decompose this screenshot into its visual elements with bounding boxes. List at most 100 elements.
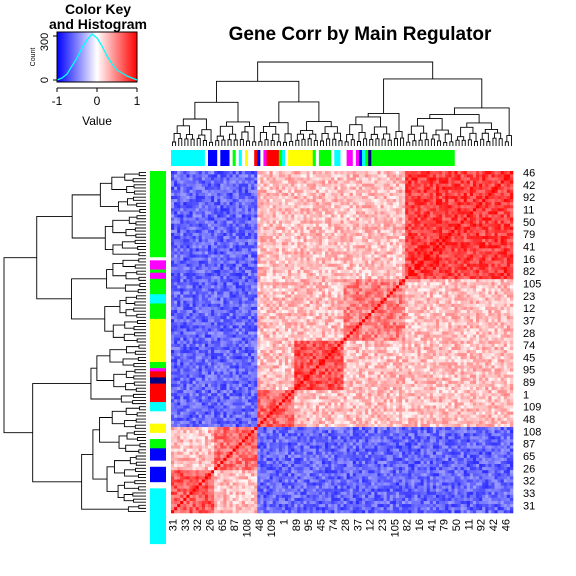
heatmap-cell	[349, 386, 354, 391]
heatmap-cell	[260, 420, 264, 424]
heatmap-cell	[223, 405, 227, 409]
heatmap-cell	[346, 405, 350, 409]
heatmap-cell	[171, 414, 175, 418]
heatmap-cell	[291, 405, 295, 409]
heatmap-cell	[466, 454, 471, 458]
heatmap-cell	[198, 408, 203, 412]
heatmap-cell	[472, 503, 477, 508]
heatmap-cell	[315, 454, 320, 458]
heatmap-cell	[201, 469, 206, 474]
heatmap-cell	[392, 503, 397, 508]
heatmap-cell	[288, 509, 292, 514]
heatmap-cell	[232, 383, 236, 387]
heatmap-cell	[494, 506, 498, 511]
heatmap-cell	[343, 426, 347, 431]
heatmap-cell	[334, 432, 338, 437]
heatmap-cell	[174, 417, 178, 421]
heatmap-cell	[288, 402, 292, 406]
heatmap-cell	[488, 392, 492, 397]
heatmap-cell	[402, 417, 406, 421]
heatmap-cell	[318, 429, 323, 434]
heatmap-cell	[497, 386, 501, 391]
heatmap-cell	[426, 414, 431, 418]
heatmap-cell	[466, 445, 471, 449]
heatmap-cell	[469, 408, 474, 412]
heatmap-cell	[275, 472, 280, 477]
heatmap-cell	[469, 432, 474, 437]
heatmap-cell	[340, 389, 344, 394]
heatmap-cell	[448, 442, 452, 446]
heatmap-cell	[442, 423, 446, 428]
heatmap-cell	[432, 399, 437, 403]
heatmap-cell	[214, 423, 218, 428]
heatmap-cell	[500, 420, 505, 424]
heatmap-cell	[318, 451, 323, 455]
heatmap-cell	[198, 439, 203, 443]
row-dendrogram-branch	[137, 319, 146, 324]
heatmap-cell	[429, 435, 434, 440]
heatmap-cell	[300, 395, 304, 400]
row-dendrogram-branch	[136, 295, 146, 300]
row-dendrogram-branch	[123, 333, 138, 341]
heatmap-cell	[309, 485, 314, 489]
heatmap-cell	[386, 426, 391, 431]
heatmap-cell	[497, 448, 501, 452]
heatmap-cell	[211, 457, 215, 461]
heatmap-cell	[451, 485, 455, 489]
heatmap-cell	[312, 402, 317, 406]
heatmap-cell	[420, 488, 424, 492]
column-side-color-block	[244, 150, 249, 166]
heatmap-cell	[275, 485, 280, 489]
row-dendrogram-branch	[112, 244, 139, 255]
heatmap-cell	[251, 485, 255, 489]
heatmap-cell	[183, 457, 187, 461]
heatmap-cell	[204, 509, 209, 514]
column-dendrogram-branch	[400, 137, 405, 146]
heatmap-cell	[429, 405, 434, 409]
heatmap-cell	[463, 485, 468, 489]
heatmap-cell	[195, 383, 200, 387]
heatmap-cell	[402, 448, 406, 452]
heatmap-cell	[485, 383, 489, 387]
heatmap-cell	[374, 472, 378, 477]
heatmap-cell	[509, 402, 514, 406]
heatmap-cell	[217, 500, 221, 505]
heatmap-cell	[183, 509, 187, 514]
heatmap-cell	[214, 408, 218, 412]
heatmap-cell	[198, 405, 203, 409]
heatmap-cell	[402, 509, 406, 514]
heatmap-cell	[358, 442, 363, 446]
heatmap-cell	[408, 386, 412, 391]
heatmap-cell	[334, 457, 338, 461]
heatmap-cell	[312, 472, 317, 477]
heatmap-cell	[497, 432, 501, 437]
heatmap-cell	[300, 420, 304, 424]
heatmap-cell	[482, 457, 486, 461]
heatmap-cell	[254, 494, 258, 498]
heatmap-cell	[174, 451, 178, 455]
heatmap-cell	[223, 500, 227, 505]
heatmap-cell	[223, 432, 227, 437]
heatmap-cell	[371, 432, 375, 437]
heatmap-cell	[217, 482, 221, 486]
heatmap-cell	[399, 494, 403, 498]
heatmap-cell	[244, 389, 249, 394]
heatmap-cell	[451, 491, 455, 495]
heatmap-cell	[254, 395, 258, 400]
heatmap-cell	[355, 509, 360, 514]
heatmap-cell	[238, 445, 243, 449]
heatmap-cell	[321, 479, 326, 483]
heatmap-cell	[439, 476, 443, 480]
column-dendrogram-branch	[449, 141, 454, 146]
heatmap-cell	[241, 454, 246, 458]
heatmap-cell	[189, 485, 193, 489]
heatmap-cell	[435, 392, 440, 397]
heatmap-cell	[362, 420, 366, 424]
heatmap-cell	[204, 429, 209, 434]
heatmap-cell	[174, 389, 178, 394]
row-dendrogram-branch	[133, 190, 146, 195]
heatmap-cell	[358, 426, 363, 431]
heatmap-cell	[426, 405, 431, 409]
heatmap-cell	[389, 439, 394, 443]
heatmap-cell	[368, 423, 372, 428]
